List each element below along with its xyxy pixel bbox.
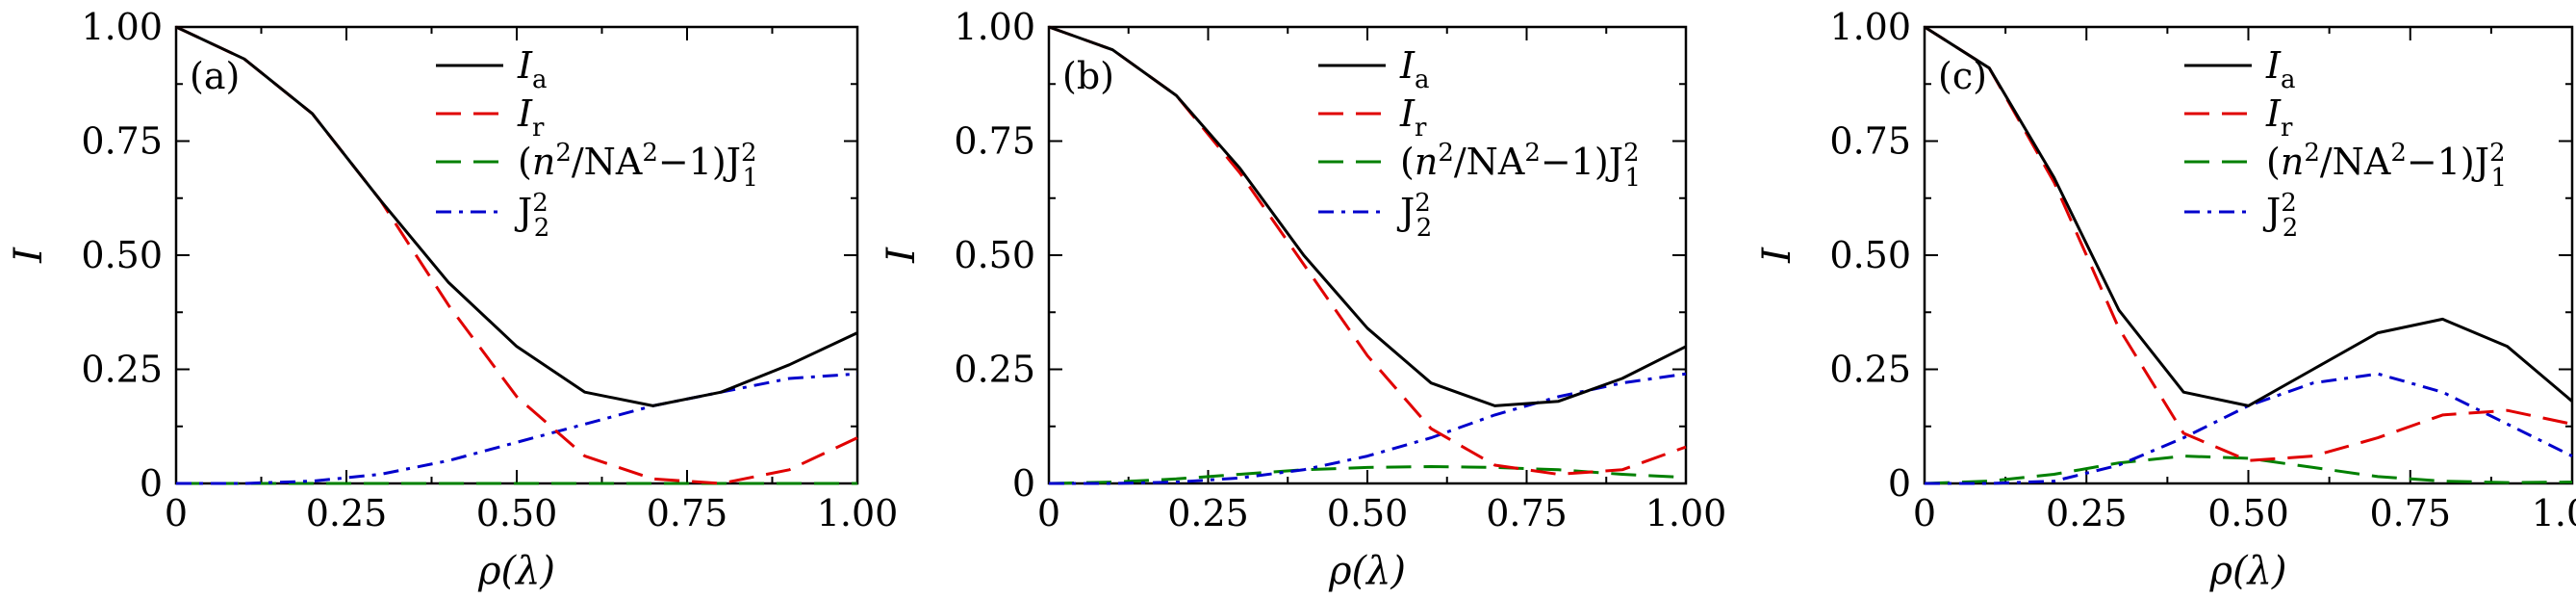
y-axis-label: I xyxy=(1755,247,1799,264)
series-line xyxy=(175,25,858,407)
y-tick-label: 1.00 xyxy=(1829,6,1911,48)
y-tick-label: 0 xyxy=(1012,462,1035,505)
series-line xyxy=(1924,455,2573,485)
x-axis-label: ρ(λ) xyxy=(477,549,555,593)
series-line xyxy=(1048,465,1687,485)
chart-panel-3: 00 0.25 0.25 0.50 0.50 0.75 0.75 1.00 1.00 ρ(λ) I (… xyxy=(1755,6,2576,593)
y-tick-label: 0 xyxy=(140,462,163,505)
legend-label: Ia xyxy=(517,44,548,94)
x-tick-label: 0.75 xyxy=(1486,492,1568,534)
x-axis-label: ρ(λ) xyxy=(1328,549,1406,593)
series-line xyxy=(175,25,858,485)
series-line xyxy=(1924,25,2573,407)
x-axis-label: ρ(λ) xyxy=(2208,549,2286,593)
y-tick-label: 0 xyxy=(1888,462,1911,505)
legend-label: (n2/NA2−1)J2 1 xyxy=(518,139,758,193)
x-tick-label: 0 xyxy=(165,492,188,534)
plot-frame xyxy=(174,25,859,485)
legend-label: Ia xyxy=(2265,44,2296,94)
x-tick-label: 1.00 xyxy=(817,492,899,534)
chart-panel-1: 00 0.25 0.25 0.50 0.50 0.75 0.75 1.00 1.00 ρ(λ) I (… xyxy=(7,6,898,593)
panel-label: (a) xyxy=(190,55,240,97)
y-tick-label: 1.00 xyxy=(954,6,1035,48)
y-tick-label: 0.25 xyxy=(81,349,163,391)
chart-panel-2: 00 0.25 0.25 0.50 0.50 0.75 0.75 1.00 1.00 ρ(λ) I (… xyxy=(880,6,1726,593)
legend-label: Ir xyxy=(1399,92,1427,143)
y-tick-label: 0.25 xyxy=(1829,349,1911,391)
legend-label: (n2/NA2−1)J2 1 xyxy=(1400,139,1641,193)
y-axis-label: I xyxy=(880,247,924,264)
x-tick-label: 0.75 xyxy=(647,492,728,534)
legend-label: Ir xyxy=(2265,92,2293,143)
plot-frame xyxy=(1923,25,2574,485)
legend-label: J2 2 xyxy=(1396,189,1432,243)
panel-label: (b) xyxy=(1062,55,1114,97)
y-tick-label: 0.50 xyxy=(81,234,163,276)
y-tick-label: 0.75 xyxy=(1829,120,1911,163)
y-tick-label: 0.25 xyxy=(954,349,1035,391)
y-tick-label: 0.50 xyxy=(1829,234,1911,276)
series-line xyxy=(1048,25,1687,407)
x-tick-label: 1.00 xyxy=(2532,492,2576,534)
legend-label: (n2/NA2−1)J2 1 xyxy=(2266,139,2507,193)
x-tick-label: 0.50 xyxy=(1327,492,1409,534)
y-tick-label: 0.75 xyxy=(81,120,163,163)
legend-label: Ia xyxy=(1399,44,1430,94)
x-tick-label: 0.50 xyxy=(476,492,558,534)
x-tick-label: 0.50 xyxy=(2207,492,2289,534)
series-line xyxy=(1049,372,1687,485)
x-tick-label: 0.25 xyxy=(306,492,388,534)
y-tick-label: 1.00 xyxy=(81,6,163,48)
series-line xyxy=(176,372,858,485)
series-line xyxy=(1048,25,1687,476)
y-axis-label: I xyxy=(7,247,51,264)
legend-label: Ir xyxy=(517,92,545,143)
legend-label: J2 2 xyxy=(2262,189,2298,243)
series-line xyxy=(1924,25,2573,462)
x-tick-label: 0.25 xyxy=(1167,492,1249,534)
x-tick-label: 0.25 xyxy=(2046,492,2128,534)
x-tick-label: 0 xyxy=(1037,492,1060,534)
y-tick-label: 0.50 xyxy=(954,234,1035,276)
x-tick-label: 1.00 xyxy=(1645,492,1727,534)
legend-label: J2 2 xyxy=(514,189,549,243)
x-tick-label: 0 xyxy=(1913,492,1936,534)
x-tick-label: 0.75 xyxy=(2369,492,2451,534)
plot-frame xyxy=(1047,25,1688,485)
y-tick-label: 0.75 xyxy=(954,120,1035,163)
series-line xyxy=(1925,372,2573,485)
